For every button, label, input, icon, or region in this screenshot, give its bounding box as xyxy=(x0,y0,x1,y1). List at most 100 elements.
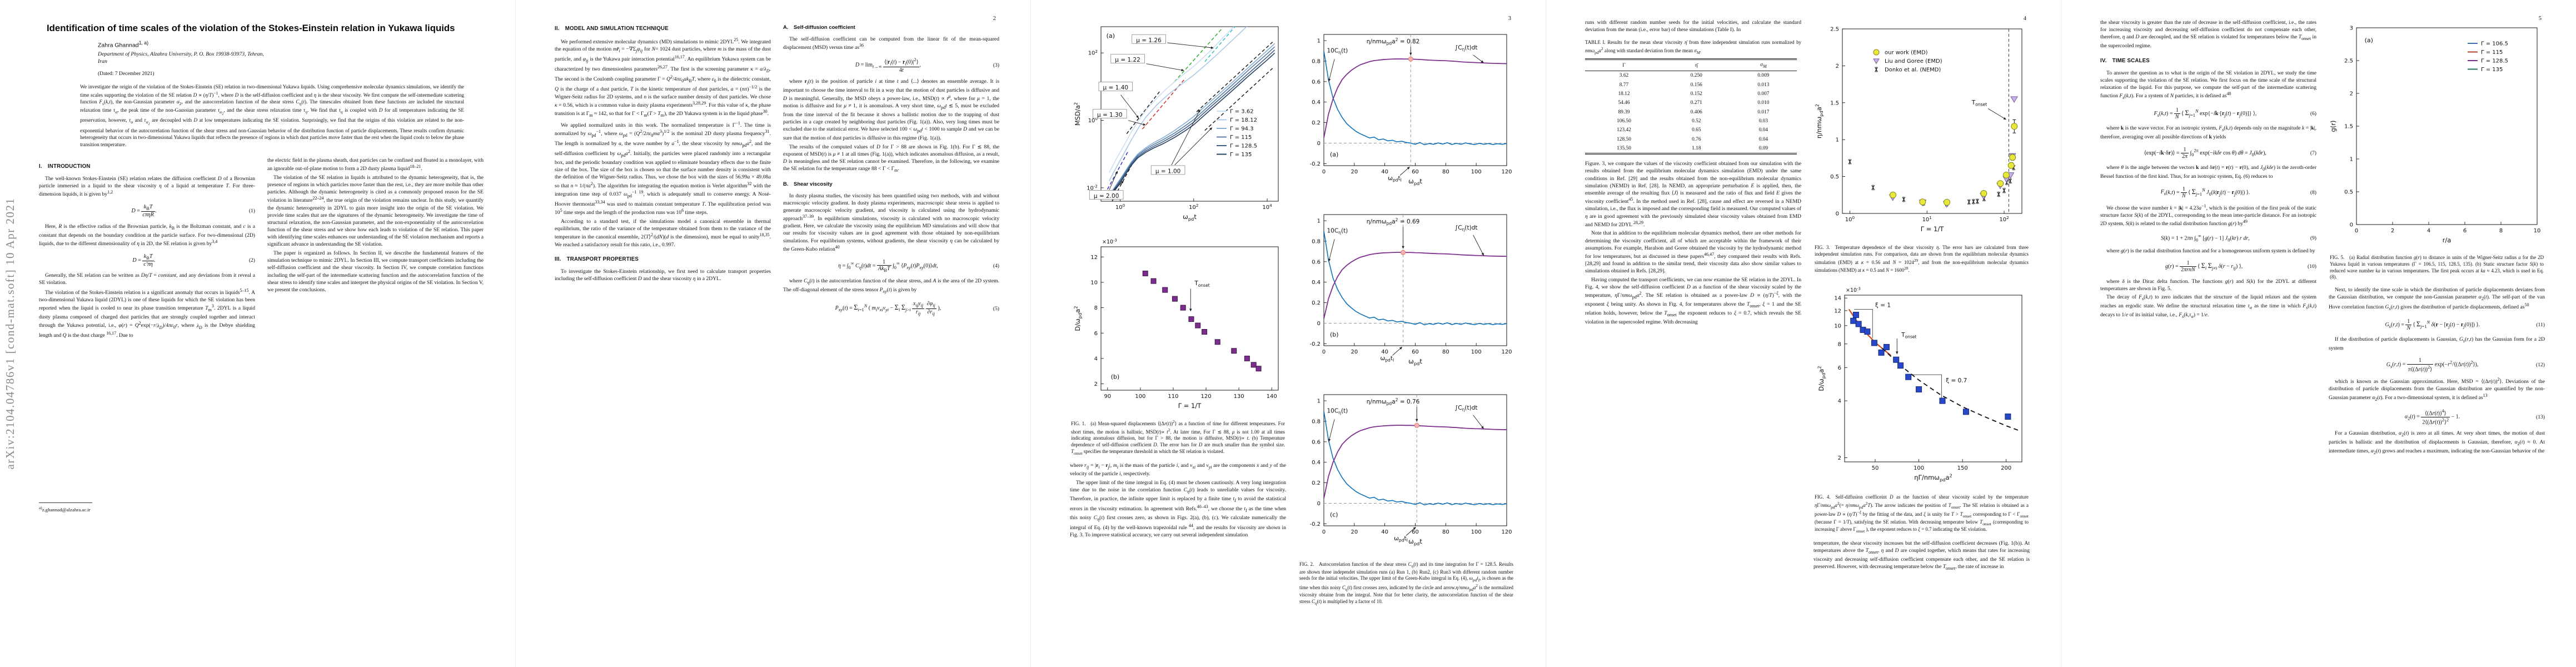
body-paragraph: The paper is organized as follows. In Se… xyxy=(267,250,484,293)
subsection-heading: B. Shear viscosity xyxy=(783,181,833,187)
equation-body: ⟨exp(−ik·δr)⟩ = 1 2π ∫02π exp(−ikδr cos θ… xyxy=(2144,146,2266,160)
figure-caption: FIG. 1. (a) Mean-squared displacements ⟨… xyxy=(1071,419,1285,456)
equation-body: D = kBT c′πη. xyxy=(132,253,156,267)
body-paragraph: Generally, the SE relation can be writte… xyxy=(39,272,255,286)
svg-text:100: 100 xyxy=(1115,203,1125,211)
svg-text:∫Cη(t)dt: ∫Cη(t)dt xyxy=(1455,405,1478,412)
display-equation: α2(t) = ⟨(Δr(t))4⟩ 2⟨(Δr(t))2⟩2 − 1. (13) xyxy=(2329,409,2545,425)
body-paragraph: Next, to identify the time scale in whic… xyxy=(2329,287,2545,312)
svg-text:8: 8 xyxy=(1094,305,1098,311)
svg-text:0.8: 0.8 xyxy=(1312,419,1321,425)
svg-text:Γ = 128.5: Γ = 128.5 xyxy=(2481,58,2508,64)
svg-text:102: 102 xyxy=(1088,49,1098,57)
body-paragraph: Having computed the transport coefficien… xyxy=(1585,277,1802,326)
svg-text:(b): (b) xyxy=(1330,331,1339,338)
svg-text:Γ = 115: Γ = 115 xyxy=(2481,49,2503,56)
table-cell: 0.152 xyxy=(1690,91,1702,97)
svg-text:our work (EMD): our work (EMD) xyxy=(1885,50,1928,56)
display-equation: D = kBT c′πη. (2) xyxy=(39,253,255,268)
equation-number: (12) xyxy=(2536,362,2545,369)
equation-body: D = limt→∞ ⟨|ri(t) − ri(0)|2⟩ 4t, xyxy=(855,57,921,73)
equation-number: (7) xyxy=(2310,150,2316,156)
svg-text:8: 8 xyxy=(1838,341,1841,347)
table-cell: 128.50 xyxy=(1617,136,1631,142)
equation-number: (8) xyxy=(2310,189,2316,196)
subsection-heading: A. Self-diffusion coefficient xyxy=(783,24,855,31)
svg-text:ωpdtI: ωpdtI xyxy=(1388,175,1402,183)
page4-right-column: 100 101 102 0 0.5 1 1.5 2 2.5 Γ = 1/T η/nmωpda2 Ton… xyxy=(1813,19,2030,646)
svg-text:120: 120 xyxy=(1501,349,1512,355)
body-paragraph: where g(r) is the radial distribution fu… xyxy=(2106,247,2315,254)
author-email-link[interactable]: z.ghannad@alzahra.ac.ir xyxy=(42,507,91,513)
svg-text:10: 10 xyxy=(2534,228,2541,234)
svg-text:Γ = 94.3: Γ = 94.3 xyxy=(1230,126,1254,132)
display-equation: g(r) = 1 2πrnN ⟨ Σi Σj≠i δ(r − rij) ⟩, (10… xyxy=(2100,260,2316,273)
svg-text:6: 6 xyxy=(1094,331,1098,337)
table-cell: 0.013 xyxy=(1757,82,1770,88)
body-paragraph: where Cη(t) is the autocorrelation funct… xyxy=(783,278,999,294)
body-paragraph: where θ is the angle between the vectors… xyxy=(2100,165,2317,180)
page3-left-column: 100 102 104 10-2 100 102 ωpdt MSD/a2 μ = 1.26 μ =… xyxy=(1070,19,1286,646)
svg-text:101: 101 xyxy=(1922,215,1932,223)
svg-text:-0.2: -0.2 xyxy=(1309,521,1321,527)
svg-text:10: 10 xyxy=(1090,280,1098,286)
svg-text:6: 6 xyxy=(1838,365,1841,371)
svg-text:(a): (a) xyxy=(1107,32,1115,39)
svg-text:50: 50 xyxy=(1872,465,1879,471)
fig2-panel-0-figure: 0 20 40 60 80 100 120 -0.2 0 0.2 0.4 0.6 0.8 1 ωpdt 10C… xyxy=(1298,20,1514,198)
page1-right-column: the electric field in the plasma sheath,… xyxy=(267,157,484,512)
body-paragraph: where rij = |ri − rj|, mi is the mass of… xyxy=(1070,462,1286,477)
body-paragraph: In dusty plasma studies, the viscosity h… xyxy=(783,192,1000,252)
svg-text:60: 60 xyxy=(1412,529,1419,535)
svg-text:12: 12 xyxy=(1090,255,1098,261)
footnote: a)z.ghannad@alzahra.ac.ir xyxy=(39,499,255,512)
equation-body: Gs(r,t) = 1 π⟨(Δr(t))2⟩ exp(−r2/⟨(Δr(t))2… xyxy=(2386,357,2479,372)
svg-text:-0.2: -0.2 xyxy=(1309,341,1321,347)
svg-text:ωpdtI: ωpdtI xyxy=(1394,535,1408,543)
svg-text:10: 10 xyxy=(1834,323,1841,329)
svg-text:100: 100 xyxy=(1135,394,1145,400)
svg-text:2: 2 xyxy=(2350,91,2353,97)
page1-left-column: I. INTRODUCTION The well-known Stokes-Ein… xyxy=(39,157,255,512)
svg-text:40: 40 xyxy=(1381,169,1388,175)
svg-text:0: 0 xyxy=(1322,349,1326,355)
svg-text:60: 60 xyxy=(1412,349,1419,355)
svg-text:Γ = 115: Γ = 115 xyxy=(1230,135,1252,141)
svg-text:14: 14 xyxy=(1834,296,1841,302)
body-paragraph: To investigate the Stokes-Einstein relat… xyxy=(555,268,771,282)
page2-left-column: II. MODEL AND SIMULATION TECHNIQUE We per… xyxy=(555,19,771,646)
svg-text:0.4: 0.4 xyxy=(1312,99,1321,106)
page-4: 4 runs with different random number seed… xyxy=(1546,0,2061,667)
svg-text:0.2: 0.2 xyxy=(1312,300,1321,306)
svg-text:110: 110 xyxy=(1168,394,1178,400)
table-header: σM xyxy=(1730,59,1797,71)
svg-text:Liu and Goree (EMD): Liu and Goree (EMD) xyxy=(1885,58,1942,64)
body-paragraph: The self-diffusion coefficient can be co… xyxy=(783,36,999,51)
table-cell: 135.50 xyxy=(1617,146,1631,152)
svg-text:1.5: 1.5 xyxy=(1830,100,1839,106)
equation-body: D = kBT cπηR. xyxy=(131,204,157,218)
svg-text:×10-3: ×10-3 xyxy=(1102,238,1117,245)
svg-text:20: 20 xyxy=(1351,529,1358,535)
equation-body: S(k) = 1 + 2πn ∫0∞ [g(r) − 1] J0(kr) r d… xyxy=(2161,233,2250,243)
equation-number: (9) xyxy=(2310,235,2316,241)
svg-text:10-2: 10-2 xyxy=(1087,184,1098,192)
svg-text:1: 1 xyxy=(1836,137,1839,143)
table-cell: 0.017 xyxy=(1757,109,1770,115)
svg-text:102: 102 xyxy=(1189,203,1198,211)
svg-text:0: 0 xyxy=(1317,141,1321,147)
page4-left-column: runs with different random number seeds … xyxy=(1585,19,1801,646)
table-cell: 0.250 xyxy=(1690,73,1702,79)
page-1: arXiv:2104.04786v1 [cond-mat.soft] 10 Ap… xyxy=(0,0,515,667)
section-heading: IV. TIME SCALES xyxy=(2100,57,2150,64)
svg-text:80: 80 xyxy=(1442,169,1449,175)
body-paragraph: We choose the wave number k = |k| = 4.23… xyxy=(2100,203,2316,227)
svg-text:6: 6 xyxy=(2463,228,2467,234)
fig3-figure: 100 101 102 0 0.5 1 1.5 2 2.5 Γ = 1/T η/nmωpda2 Ton… xyxy=(1813,20,2030,241)
svg-text:0: 0 xyxy=(2350,222,2353,228)
svg-text:Γ = 128.5: Γ = 128.5 xyxy=(1230,143,1257,150)
equation-number: (1) xyxy=(248,208,255,215)
svg-text:μ = 1.40: μ = 1.40 xyxy=(1103,84,1129,91)
